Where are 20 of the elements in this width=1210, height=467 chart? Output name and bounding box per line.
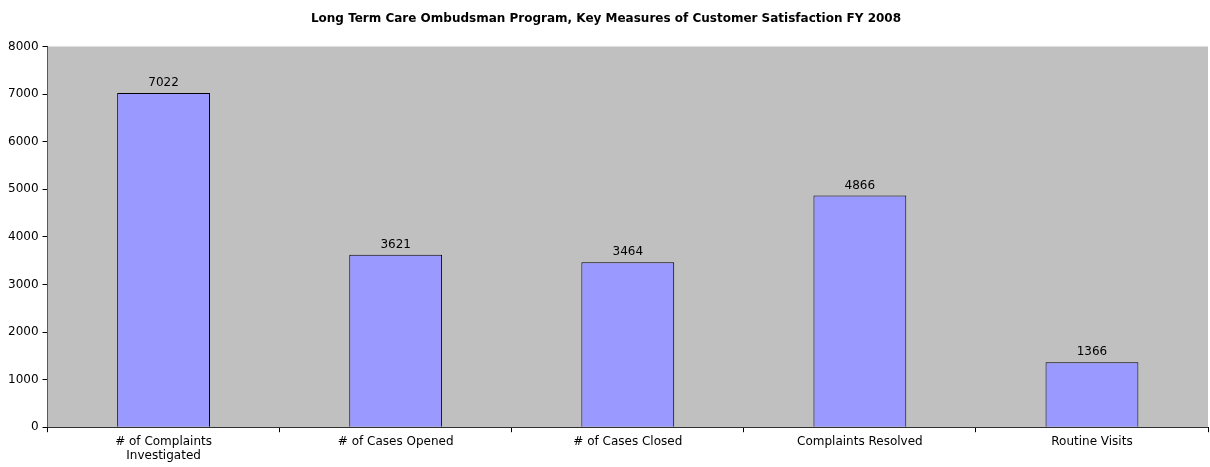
data-label: 4866: [844, 177, 876, 192]
x-tick-label: # of Complaints Investigated: [115, 433, 213, 462]
y-tick-label: 5000: [7, 181, 39, 196]
x-tick-label: # of Cases Closed: [573, 433, 683, 448]
data-label: 3464: [612, 244, 644, 259]
y-tick-label: 2000: [7, 324, 39, 339]
data-label: 3621: [380, 236, 411, 251]
x-tick-label: Routine Visits: [1051, 433, 1133, 448]
data-label: 7022: [148, 75, 179, 90]
chart-title: Long Term Care Ombudsman Program, Key Measures of Customer Satisfaction FY 2008: [310, 11, 902, 26]
y-tick-label: 3000: [7, 276, 39, 291]
x-tick-label: # of Cases Opened: [337, 433, 454, 448]
y-tick-label: 8000: [7, 38, 39, 53]
y-tick-label: 6000: [7, 133, 39, 148]
x-tick-label: Complaints Resolved: [797, 433, 923, 448]
y-tick-label: 1000: [7, 371, 39, 386]
data-label: 1366: [1076, 344, 1108, 359]
y-tick-label: 0: [30, 419, 39, 434]
y-tick-label: 7000: [7, 86, 39, 101]
y-tick-label: 4000: [7, 228, 39, 243]
